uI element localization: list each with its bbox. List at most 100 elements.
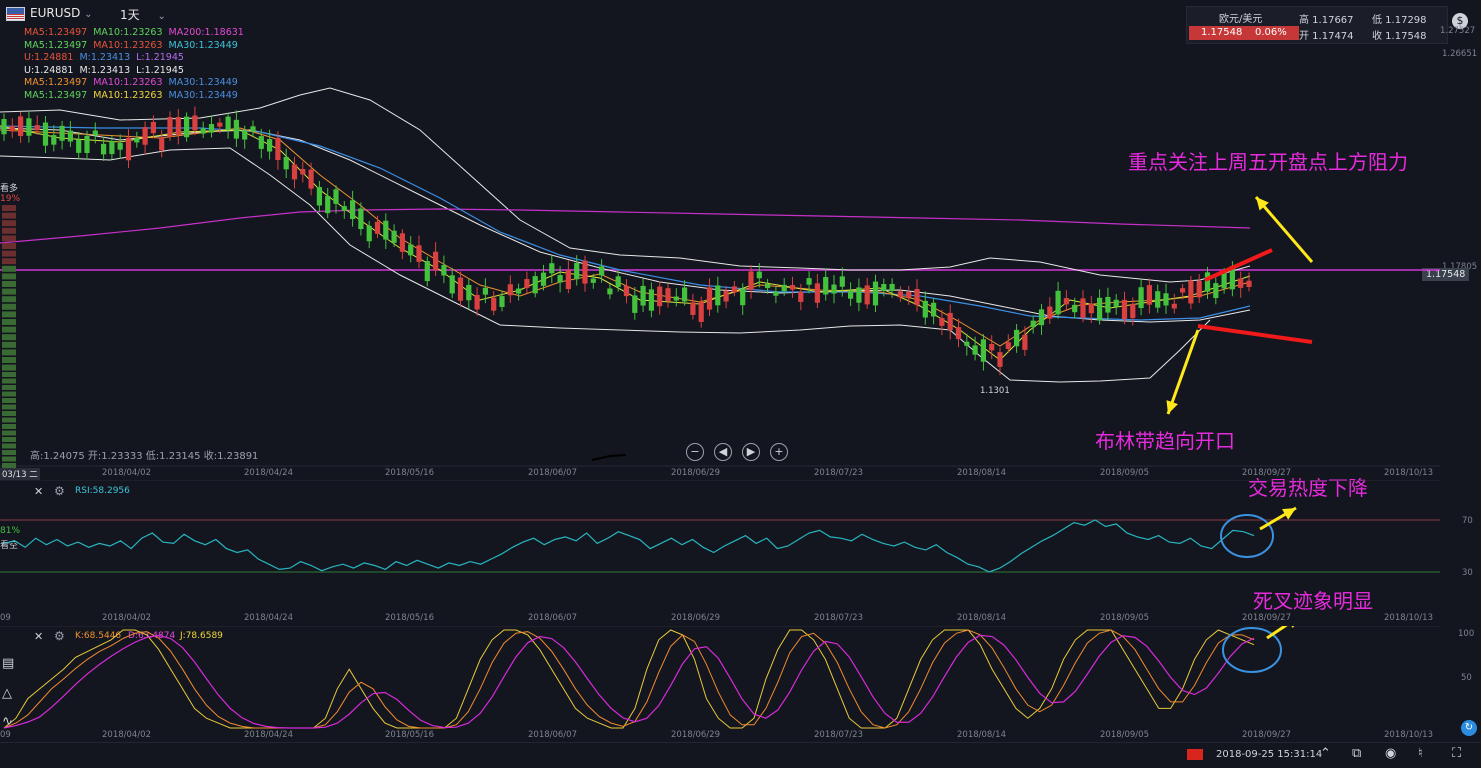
date-label: 2018/07/23	[814, 613, 863, 623]
date-label: 2018/05/16	[385, 730, 434, 740]
candle-body	[1188, 280, 1194, 304]
draw-icon[interactable]: △	[2, 686, 12, 701]
camera-icon[interactable]: ◉	[1385, 746, 1397, 761]
legend-row: MA5:1.23497 MA10:1.23263 MA30:1.23449	[24, 90, 250, 103]
candle-body	[482, 287, 488, 295]
scroll-end-button[interactable]: ▶	[742, 443, 760, 461]
candle-body	[524, 279, 530, 288]
gear-icon[interactable]: ⚙	[54, 484, 65, 498]
candle-body	[1130, 303, 1136, 319]
candle-body	[1113, 299, 1119, 307]
candle-body	[34, 125, 40, 131]
candle-body	[906, 291, 912, 298]
candle-body	[881, 284, 887, 292]
ma10-line	[0, 127, 1251, 347]
arrow-bollinger-head	[1166, 400, 1178, 414]
mute-icon[interactable]: ♮	[1418, 746, 1423, 761]
candle-body	[1022, 334, 1028, 350]
date-label: 2018/04/24	[244, 730, 293, 740]
bollinger-lower	[0, 147, 1211, 383]
close-icon[interactable]: ✕	[34, 485, 44, 498]
legend-row: U:1.24881 M:1.23413 L:1.21945	[24, 65, 250, 78]
rsi-label: RSI:58.2956	[75, 486, 130, 496]
candle-body	[117, 143, 123, 150]
candle-body	[989, 343, 995, 351]
gear-icon[interactable]: ⚙	[54, 629, 65, 643]
price-chart[interactable]	[0, 0, 1440, 468]
candle-body	[607, 288, 613, 295]
candle-body	[574, 262, 580, 280]
symbol-label: EURUSD	[30, 6, 81, 20]
candle-body	[980, 339, 986, 362]
rsi-level-70: 70	[1462, 516, 1473, 526]
candle-body	[1229, 266, 1235, 290]
annotation-kdj: 死叉迹象明显	[1253, 589, 1373, 613]
candle-body	[789, 285, 796, 290]
cn-flag-icon	[1187, 749, 1203, 760]
candle-body	[599, 266, 605, 276]
sentiment-block	[2, 319, 16, 325]
sentiment-block	[2, 398, 16, 403]
quote-panel: 欧元/美元 1.17548 0.06% 高 1.17667 低 1.17298 …	[1186, 6, 1448, 44]
close-icon[interactable]: ✕	[34, 630, 44, 643]
legend-entry: MA10:1.23263	[93, 77, 163, 89]
candle-body	[715, 285, 721, 306]
kdj-chart[interactable]	[0, 626, 1440, 738]
candle-body	[499, 296, 505, 307]
candle-body	[283, 156, 289, 170]
layers-icon[interactable]: ⧉	[1352, 746, 1362, 761]
date-label: 2018/09/05	[1100, 613, 1149, 623]
timeframe-selector[interactable]: 1天 ⌄	[120, 6, 166, 23]
candle-body	[798, 291, 804, 302]
candle-body	[1055, 290, 1061, 315]
fullscreen-icon[interactable]: ⛶	[1452, 746, 1462, 761]
date-axis-rsi: 09 2018/04/02 2018/04/24 2018/05/16 2018/06…	[0, 612, 1440, 626]
sentiment-block	[2, 417, 16, 423]
zoom-out-button[interactable]: −	[686, 443, 704, 461]
legend-entry: MA10:1.23263	[93, 39, 163, 51]
candle-body	[258, 136, 264, 149]
candle-body	[267, 139, 273, 152]
arrow-kdj-head	[1291, 626, 1295, 629]
candle-body	[150, 121, 156, 134]
annotation-resistance: 重点关注上周五开盘点上方阻力	[1128, 150, 1408, 174]
candle-body	[300, 168, 306, 175]
arrow-bollinger	[1166, 329, 1200, 415]
candle-body	[416, 245, 422, 262]
indicator-icon[interactable]: ▤	[2, 656, 15, 671]
candle-body	[184, 116, 190, 138]
kdj-k-line	[3, 629, 1255, 729]
refresh-icon[interactable]: ↻	[1461, 720, 1477, 736]
candle-body	[723, 290, 729, 302]
date-axis-main: 03/13 二 2018/04/02 2018/04/24 2018/05/16 20…	[0, 467, 1440, 481]
annotation-bollinger: 布林带趋向开口	[1095, 429, 1235, 453]
sentiment-block	[2, 288, 16, 295]
candle-body	[217, 122, 223, 127]
toolbar: EURUSD ⌄ 1天 ⌄	[0, 0, 1481, 28]
candle-body	[1221, 272, 1227, 289]
wave-icon[interactable]: ∿	[2, 714, 13, 729]
date-label: 2018/06/29	[671, 613, 720, 623]
candle-body	[823, 277, 829, 295]
zoom-in-button[interactable]: +	[770, 443, 788, 461]
chevron-up-icon[interactable]: ⌃	[1320, 746, 1331, 761]
scroll-start-button[interactable]: ◀	[714, 443, 732, 461]
currency-icon[interactable]: $	[1452, 13, 1468, 29]
candle-body	[665, 288, 671, 302]
rsi-chart[interactable]	[0, 480, 1440, 590]
sentiment-block	[2, 311, 16, 318]
sentiment-block	[2, 205, 16, 211]
candle-body	[134, 137, 140, 143]
sentiment-block	[2, 250, 16, 257]
sentiment-block	[2, 227, 16, 234]
candle-body	[1030, 320, 1036, 328]
candle-body	[1088, 303, 1094, 314]
candle-body	[706, 287, 713, 310]
symbol-selector[interactable]: EURUSD ⌄	[30, 6, 93, 20]
candle-body	[208, 124, 215, 133]
sentiment-block	[2, 391, 16, 397]
rsi-line	[3, 519, 1255, 573]
date-label: 2018/09/05	[1100, 730, 1149, 740]
date-label: 2018/05/16	[385, 468, 434, 478]
sentiment-block	[2, 303, 16, 310]
